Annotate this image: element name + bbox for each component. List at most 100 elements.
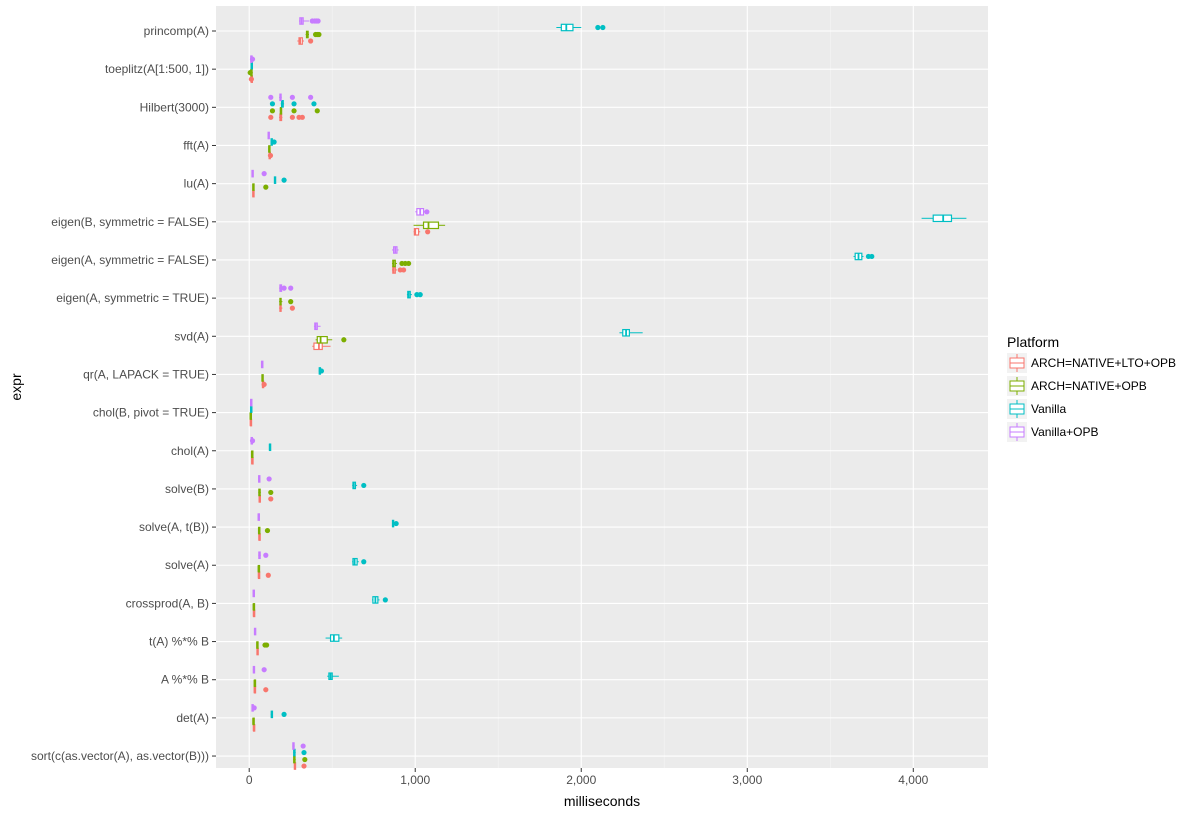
box-2-0: [556, 23, 606, 32]
x-tick-label: 0: [246, 773, 253, 787]
box-3-13: [257, 513, 260, 521]
box-2-15: [372, 596, 388, 604]
box-2-7: [406, 290, 423, 299]
box-outlier: [301, 749, 307, 756]
box-outlier: [300, 743, 306, 749]
box-outlier: [261, 667, 267, 673]
grid-lines: [216, 6, 988, 768]
y-axis: princomp(A) toeplitz(A[1:500, 1]) Hilbert(…: [31, 24, 216, 763]
box-outlier: [288, 299, 294, 305]
box-1-13: [257, 526, 271, 535]
x-tick-label: 3,000: [732, 773, 762, 787]
box-3-19: [292, 742, 306, 750]
y-tick-label: svd(A): [174, 329, 209, 343]
y-tick-label: fft(A): [183, 138, 209, 152]
box-2-10: [249, 405, 253, 413]
box-outlier: [268, 114, 274, 120]
box-outlier: [266, 476, 272, 482]
box-2-2: [269, 100, 317, 108]
box-2-16: [325, 634, 343, 642]
box-2-19: [293, 748, 307, 757]
box-1-0: [305, 30, 322, 39]
legend-item: ARCH=NATIVE+OPB: [1007, 376, 1147, 396]
box-outlier: [265, 572, 271, 578]
box-0-4: [252, 189, 255, 198]
box-0-7: [279, 304, 295, 312]
y-tick-label: princomp(A): [144, 24, 209, 38]
box-0-9: [261, 380, 267, 389]
box-3-6: [391, 246, 399, 254]
box-outlier: [417, 292, 423, 298]
box-3-15: [252, 589, 255, 598]
box-outlier: [247, 70, 253, 76]
box-1-14: [257, 564, 261, 573]
box-0-10: [249, 418, 253, 427]
box-2-8: [619, 328, 643, 337]
box-outlier: [316, 31, 322, 38]
box-3-4: [251, 169, 267, 178]
box-body: [316, 335, 328, 344]
box-outlier: [269, 108, 276, 114]
box-outlier: [291, 101, 297, 107]
box-3-12: [258, 475, 272, 483]
box-3-1: [249, 55, 256, 63]
box-2-4: [273, 176, 287, 184]
x-tick-label: 4,000: [898, 773, 928, 787]
box-marks: [247, 17, 967, 770]
box-outlier: [289, 305, 295, 311]
box-1-8: [315, 335, 347, 344]
box-outlier: [308, 94, 314, 100]
box-3-8: [313, 322, 321, 331]
box-2-1: [250, 61, 253, 70]
box-outlier: [361, 482, 367, 489]
box-1-7: [279, 297, 294, 306]
plot-panel: [216, 6, 988, 768]
box-1-16: [256, 641, 270, 649]
box-0-6: [391, 266, 407, 274]
y-tick-label: crossprod(A, B): [126, 596, 209, 610]
box-outlier: [318, 368, 325, 374]
box-3-5: [415, 208, 430, 216]
box-1-1: [247, 68, 253, 77]
box-2-5: [921, 214, 967, 223]
box-outlier: [288, 285, 294, 291]
legend-label: Vanilla+OPB: [1031, 425, 1098, 439]
legend-item: Vanilla+OPB: [1007, 422, 1098, 442]
box-outlier: [261, 171, 267, 177]
box-0-0: [297, 37, 314, 45]
y-tick-label: sort(c(as.vector(A), as.vector(B))): [31, 749, 209, 763]
box-outlier: [595, 24, 601, 31]
box-3-18: [251, 704, 257, 712]
y-tick-label: det(A): [176, 711, 209, 725]
box-outlier: [869, 253, 875, 260]
box-outlier: [299, 114, 305, 120]
box-3-14: [258, 551, 269, 560]
y-tick-label: eigen(A, symmetric = FALSE): [51, 253, 209, 267]
legend-title: Platform: [1007, 334, 1059, 350]
box-1-10: [249, 412, 253, 420]
box-0-13: [258, 533, 261, 541]
y-tick-label: solve(B): [165, 482, 209, 496]
box-outlier: [251, 705, 257, 711]
box-3-16: [253, 627, 257, 636]
y-tick-label: toeplitz(A[1:500, 1]): [105, 62, 209, 76]
box-outlier: [268, 94, 274, 100]
box-outlier: [289, 94, 295, 100]
box-0-11: [251, 456, 254, 465]
box-outlier: [401, 267, 407, 273]
legend-label: ARCH=NATIVE+OPB: [1031, 379, 1147, 393]
legend-item: Vanilla: [1007, 399, 1066, 419]
box-outlier: [269, 101, 276, 107]
box-outlier: [314, 108, 320, 114]
box-1-17: [253, 679, 257, 688]
box-2-13: [391, 519, 399, 528]
legend: Platform ARCH=NATIVE+LTO+OPB ARCH=NATIVE+…: [1007, 334, 1176, 442]
box-0-5: [413, 228, 431, 236]
box-2-11: [268, 443, 272, 452]
y-tick-label: solve(A): [165, 558, 209, 572]
box-1-15: [252, 603, 256, 611]
y-tick-label: A %*% B: [161, 673, 209, 687]
box-outlier: [425, 229, 431, 235]
